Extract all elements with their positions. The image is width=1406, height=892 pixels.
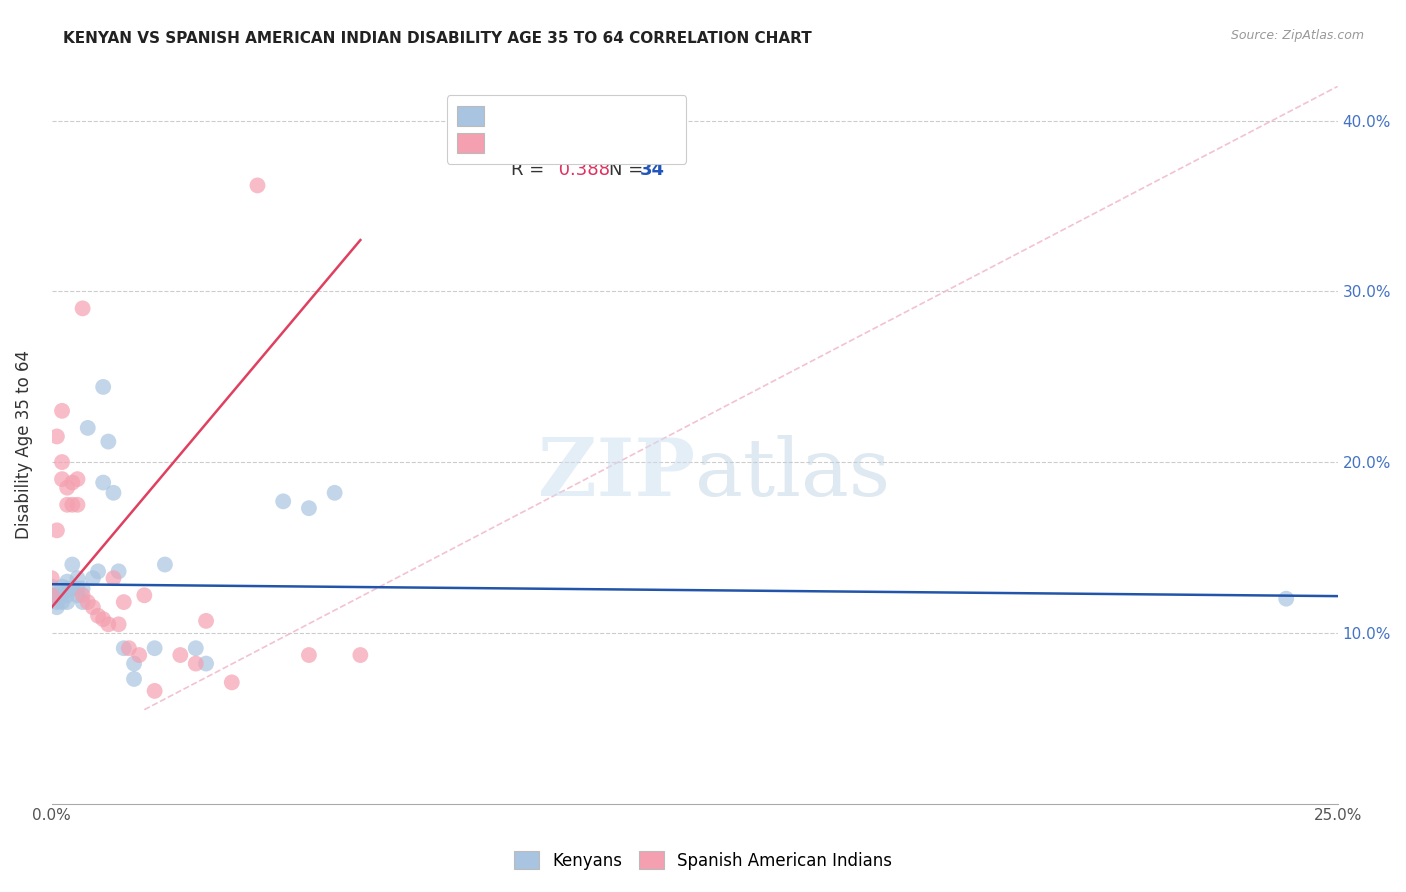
Text: atlas: atlas xyxy=(695,434,890,513)
Point xyxy=(76,421,98,435)
Point xyxy=(349,648,371,662)
Point xyxy=(91,380,114,394)
Point xyxy=(128,648,150,662)
Point xyxy=(76,595,98,609)
Point xyxy=(143,684,166,698)
Point xyxy=(184,641,207,656)
Point xyxy=(56,481,79,495)
Point xyxy=(153,558,176,572)
Point xyxy=(51,472,73,486)
Point xyxy=(72,595,94,609)
Point xyxy=(41,588,63,602)
Point xyxy=(72,588,94,602)
Text: 0.388: 0.388 xyxy=(553,161,610,179)
Point xyxy=(87,565,110,579)
Point xyxy=(97,434,120,449)
Point xyxy=(143,641,166,656)
Point xyxy=(134,588,156,602)
Point xyxy=(122,672,145,686)
Text: N =: N = xyxy=(609,111,648,128)
Point xyxy=(41,580,63,594)
Point xyxy=(246,178,269,193)
Point xyxy=(51,455,73,469)
Point xyxy=(60,498,83,512)
Point xyxy=(66,582,89,596)
Point xyxy=(41,588,63,602)
Point xyxy=(271,494,294,508)
Point xyxy=(45,524,67,538)
Point xyxy=(51,595,73,609)
Point xyxy=(103,571,125,585)
Legend: R = -0.028   N = 38, R =  0.388   N = 34: R = -0.028 N = 38, R = 0.388 N = 34 xyxy=(447,95,686,164)
Point xyxy=(103,485,125,500)
Text: ZIP: ZIP xyxy=(537,434,695,513)
Point xyxy=(60,475,83,490)
Text: R =: R = xyxy=(510,161,550,179)
Point xyxy=(298,648,321,662)
Point xyxy=(184,657,207,671)
Point xyxy=(91,475,114,490)
Point xyxy=(66,588,89,602)
Point xyxy=(82,571,104,585)
Point xyxy=(56,588,79,602)
Point xyxy=(1275,591,1298,606)
Point xyxy=(323,485,346,500)
Point xyxy=(51,588,73,602)
Point xyxy=(56,582,79,596)
Point xyxy=(66,498,89,512)
Point xyxy=(45,588,67,602)
Point xyxy=(72,582,94,596)
Legend: Kenyans, Spanish American Indians: Kenyans, Spanish American Indians xyxy=(508,845,898,877)
Point xyxy=(87,608,110,623)
Point xyxy=(66,571,89,585)
Point xyxy=(60,558,83,572)
Point xyxy=(91,612,114,626)
Point xyxy=(118,641,141,656)
Point xyxy=(41,571,63,585)
Point xyxy=(45,595,67,609)
Point xyxy=(56,595,79,609)
Point xyxy=(56,498,79,512)
Point xyxy=(97,617,120,632)
Point xyxy=(221,675,243,690)
Text: -0.028: -0.028 xyxy=(553,111,610,128)
Text: N =: N = xyxy=(609,161,648,179)
Point xyxy=(51,580,73,594)
Text: Source: ZipAtlas.com: Source: ZipAtlas.com xyxy=(1230,29,1364,42)
Point xyxy=(195,614,218,628)
Point xyxy=(169,648,191,662)
Point xyxy=(45,429,67,443)
Text: 38: 38 xyxy=(640,111,665,128)
Point xyxy=(107,565,129,579)
Point xyxy=(45,600,67,615)
Text: R =: R = xyxy=(510,111,550,128)
Point xyxy=(112,641,135,656)
Point xyxy=(51,404,73,418)
Point xyxy=(82,600,104,615)
Point xyxy=(66,472,89,486)
Point xyxy=(56,574,79,589)
Y-axis label: Disability Age 35 to 64: Disability Age 35 to 64 xyxy=(15,351,32,540)
Text: 34: 34 xyxy=(640,161,665,179)
Point xyxy=(195,657,218,671)
Point xyxy=(72,301,94,316)
Point xyxy=(60,582,83,596)
Point xyxy=(298,501,321,516)
Point xyxy=(112,595,135,609)
Point xyxy=(122,657,145,671)
Text: KENYAN VS SPANISH AMERICAN INDIAN DISABILITY AGE 35 TO 64 CORRELATION CHART: KENYAN VS SPANISH AMERICAN INDIAN DISABI… xyxy=(63,31,813,46)
Point xyxy=(107,617,129,632)
